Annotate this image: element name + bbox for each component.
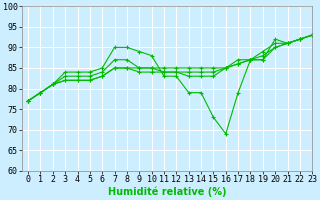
X-axis label: Humidité relative (%): Humidité relative (%) — [108, 187, 226, 197]
